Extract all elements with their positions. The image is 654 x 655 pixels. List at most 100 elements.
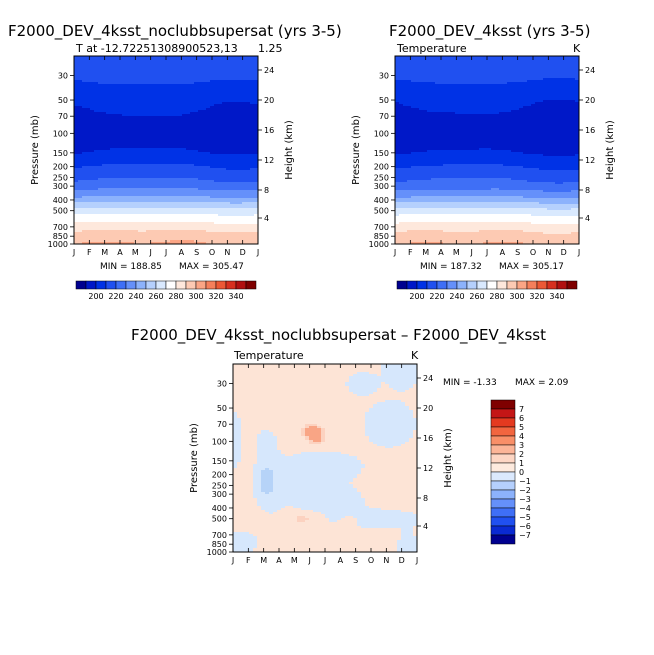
field-cell (130, 146, 135, 149)
field-cell (102, 116, 107, 119)
field-cell (90, 168, 95, 171)
field-cell (150, 192, 155, 195)
field-cell (246, 76, 251, 79)
field-cell (106, 236, 111, 239)
field-cell (154, 70, 159, 73)
field-cell (242, 98, 247, 101)
field-cell (130, 136, 135, 139)
field-cell (210, 156, 215, 159)
field-cell (90, 172, 95, 175)
field-cell (78, 84, 83, 87)
field-cell (98, 178, 103, 181)
field-cell (110, 130, 115, 133)
field-cell (226, 68, 231, 71)
field-cell (194, 184, 199, 187)
field-cell (162, 78, 167, 81)
field-cell (94, 154, 99, 157)
field-cell (250, 68, 255, 71)
field-cell (238, 200, 243, 203)
field-cell (154, 138, 159, 141)
field-cell (218, 108, 223, 111)
field-cell (178, 56, 183, 59)
field-cell (202, 72, 207, 75)
field-cell (206, 116, 211, 119)
field-cell (110, 144, 115, 147)
field-cell (186, 142, 191, 145)
field-cell (110, 184, 115, 187)
field-cell (134, 226, 139, 229)
field-cell (178, 188, 183, 191)
field-cell (114, 146, 119, 149)
field-cell (214, 94, 219, 97)
field-cell (186, 210, 191, 213)
field-cell (90, 78, 95, 81)
field-cell (78, 126, 83, 129)
field-cell (118, 180, 123, 183)
field-cell (198, 220, 203, 223)
field-cell (126, 148, 131, 151)
field-cell (198, 188, 203, 191)
field-cell (210, 148, 215, 151)
field-cell (170, 174, 175, 177)
field-cell (190, 118, 195, 121)
field-cell (415, 56, 420, 59)
field-cell (138, 184, 143, 187)
field-cell (254, 242, 258, 244)
field-cell (122, 152, 127, 155)
field-cell (186, 82, 191, 85)
field-cell (134, 196, 139, 199)
field-cell (218, 210, 223, 213)
field-cell (98, 188, 103, 191)
field-cell (254, 70, 258, 73)
field-cell (82, 58, 87, 61)
field-cell (226, 240, 231, 243)
field-cell (230, 60, 235, 63)
field-cell (166, 170, 171, 173)
field-cell (423, 68, 428, 71)
field-cell (483, 76, 488, 79)
field-cell (178, 92, 183, 95)
field-cell (214, 216, 219, 219)
field-cell (158, 184, 163, 187)
field-cell (214, 160, 219, 163)
colorbar-box (245, 280, 257, 290)
field-cell (214, 172, 219, 175)
field-cell (234, 180, 239, 183)
field-cell (222, 202, 227, 205)
field-cell (250, 138, 255, 141)
field-cell (186, 218, 191, 221)
field-cell (94, 134, 99, 137)
field-cell (142, 102, 147, 105)
field-cell (194, 104, 199, 107)
field-cell (118, 192, 123, 195)
field-cell (142, 124, 147, 127)
field-cell (559, 66, 564, 69)
field-cell (134, 86, 139, 89)
field-cell (158, 192, 163, 195)
field-cell (178, 236, 183, 239)
field-cell (198, 124, 203, 127)
field-cell (90, 72, 95, 75)
field-cell (194, 64, 199, 67)
field-cell (214, 226, 219, 229)
field-cell (178, 148, 183, 151)
field-cell (110, 162, 115, 165)
field-cell (174, 160, 179, 163)
field-cell (106, 100, 111, 103)
field-cell (463, 76, 468, 79)
field-cell (254, 236, 258, 239)
field-cell (182, 68, 187, 71)
field-cell (158, 104, 163, 107)
field-cell (234, 152, 239, 155)
field-cell (491, 76, 496, 79)
field-cell (214, 204, 219, 207)
field-cell (178, 130, 183, 133)
field-cell (467, 78, 472, 81)
field-cell (82, 218, 87, 221)
field-cell (226, 158, 231, 161)
field-cell (455, 58, 460, 61)
field-cell (178, 60, 183, 63)
field-cell (475, 78, 480, 81)
field-cell (198, 178, 203, 181)
field-cell (234, 90, 239, 93)
